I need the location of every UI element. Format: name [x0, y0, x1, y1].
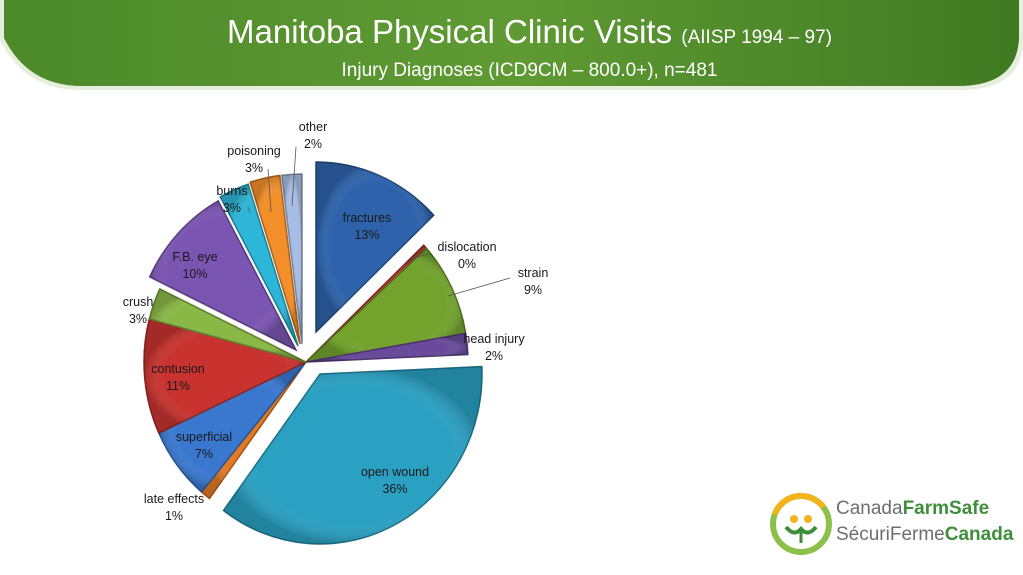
slice-name: superficial	[175, 430, 233, 444]
slice-name: strain	[517, 266, 549, 280]
slice-percent: 11%	[165, 379, 191, 393]
title-banner	[0, 0, 1023, 90]
leader-line	[267, 168, 272, 213]
leader-line	[247, 206, 251, 213]
slice-percent: 2%	[484, 349, 504, 363]
pie-slice-shading	[306, 333, 468, 362]
data-label-contusion: contusion 11%	[151, 361, 205, 395]
pie-slice-shading	[149, 288, 306, 362]
header: Manitoba Physical Clinic Visits (AIISP 1…	[0, 12, 1023, 84]
pie-slice-shading	[220, 184, 298, 346]
slice-percent: 0%	[457, 257, 477, 271]
leader-line	[291, 146, 297, 207]
slice-name: head injury	[463, 332, 525, 346]
pie-slice-shading	[316, 162, 434, 332]
farmsafe-emblem-icon	[770, 493, 832, 555]
slice-percent: 3%	[222, 201, 242, 215]
slice-name: poisoning	[227, 144, 281, 158]
logo-text-french: SécuriFermeCanada	[836, 524, 1014, 545]
slice-percent: 3%	[244, 161, 264, 175]
slice-percent: 3%	[128, 312, 148, 326]
data-label-late-effects: late effects 1%	[144, 491, 204, 525]
slice-percent: 1%	[164, 509, 184, 523]
pie-slice-shading	[143, 318, 306, 434]
pie-slice-shading	[201, 362, 306, 499]
slice-name: F.B. eye	[172, 250, 218, 264]
slice-name: late effects	[143, 492, 205, 506]
data-label-strain: strain 9%	[518, 265, 549, 299]
pie-slice-shading	[223, 366, 483, 544]
canada-farmsafe-logo: CanadaFarmSafe SécuriFermeCanada	[770, 493, 1013, 555]
pie-slice-shading	[306, 248, 466, 362]
data-label-head-injury: head injury 2%	[463, 331, 524, 365]
leader-line	[411, 253, 431, 259]
slice-name: fractures	[342, 211, 392, 225]
slice-name: burns	[216, 184, 248, 198]
slice-percent: 9%	[523, 283, 543, 297]
pie-slice-shading	[149, 200, 296, 350]
slice-percent: 13%	[354, 228, 380, 242]
leader-line	[447, 277, 511, 297]
title-sub: (AIISP 1994 – 97)	[681, 27, 832, 48]
data-label-f-b-eye: F.B. eye 10%	[172, 249, 217, 283]
page-subtitle: Injury Diagnoses (ICD9CM – 800.0+), n=48…	[341, 60, 718, 81]
data-label-crush: crush 3%	[123, 294, 154, 328]
slice-name: dislocation	[437, 240, 497, 254]
slice-percent: 36%	[382, 482, 408, 496]
slice-name: contusion	[151, 362, 205, 376]
data-label-burns: burns 3%	[216, 183, 247, 217]
pie-slice-shading	[158, 362, 306, 492]
data-label-fractures: fractures 13%	[343, 210, 392, 244]
pie-slice-shading	[250, 175, 300, 344]
title-main: Manitoba Physical Clinic Visits	[227, 13, 673, 50]
slice-percent: 2%	[303, 137, 323, 151]
logo-text-english: CanadaFarmSafe	[836, 498, 990, 519]
data-label-other: other 2%	[299, 119, 328, 153]
data-label-superficial: superficial 7%	[176, 429, 232, 463]
slice-name: other	[298, 120, 328, 134]
data-label-dislocation: dislocation 0%	[437, 239, 496, 273]
pie-slice-shading	[281, 174, 302, 344]
data-label-poisoning: poisoning 3%	[227, 143, 281, 177]
page-title: Manitoba Physical Clinic Visits (AIISP 1…	[18, 12, 1023, 58]
slice-name: crush	[122, 295, 154, 309]
slice-percent: 7%	[194, 447, 214, 461]
data-label-open-wound: open wound 36%	[361, 464, 429, 498]
slice-percent: 10%	[182, 267, 208, 281]
slice-name: open wound	[360, 465, 430, 479]
